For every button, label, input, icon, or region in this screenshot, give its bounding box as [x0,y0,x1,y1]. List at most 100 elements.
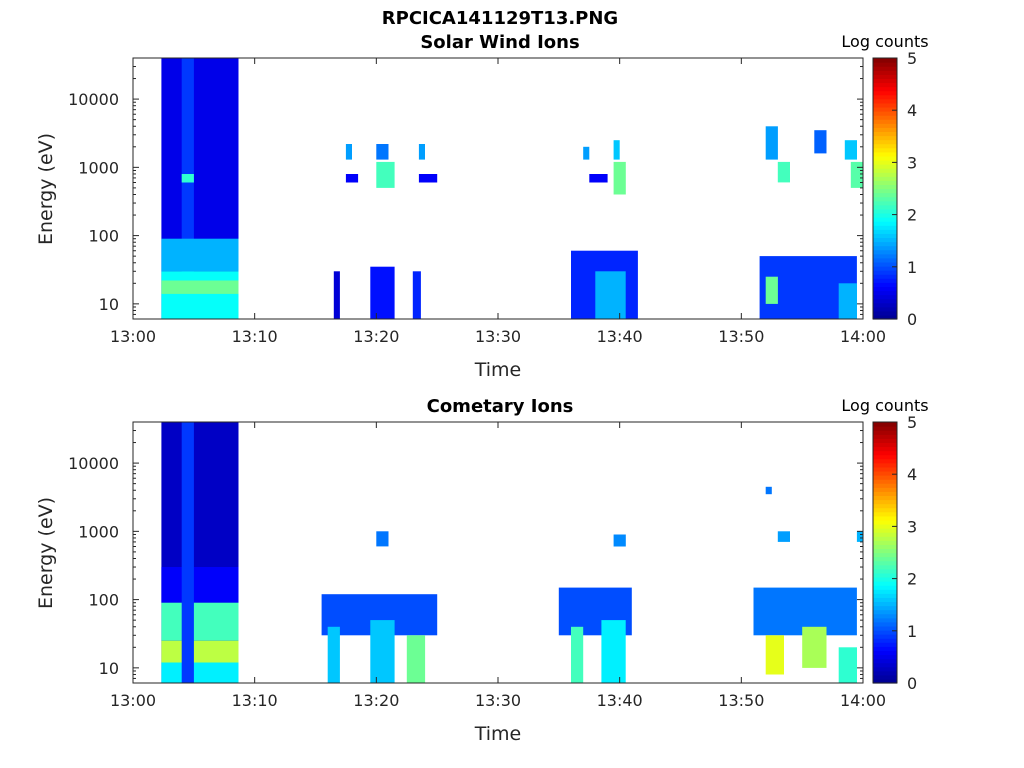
heatmap-cell [601,620,626,683]
y-tick-label: 1000 [78,158,119,177]
x-tick-label: 13:30 [475,327,521,346]
x-axis-label: Time [474,359,522,381]
colorbar-segment [873,237,897,243]
colorbar-segment [873,253,897,259]
colorbar-segment [873,674,897,680]
colorbar-segment [873,519,897,525]
colorbar-segment [873,470,897,476]
heatmap-cell [376,144,389,160]
heatmap-cell [161,567,239,603]
colorbar-tick-label: 4 [907,465,917,484]
colorbar-segment [873,278,897,283]
colorbar-segment [873,544,897,550]
colorbar-segment [873,102,897,108]
colorbar-segment [873,212,897,218]
colorbar-segment [873,650,897,656]
colorbar-segment [873,90,897,96]
colorbar-segment [873,196,897,202]
colorbar-segment [873,430,897,435]
colorbar-segment [873,450,897,456]
colorbar-segment [873,634,897,639]
x-ticks: 13:00 13:10 13:20 13:30 13:40 13:50 14:00 [110,422,886,710]
heatmap-cell [406,635,426,683]
x-tick-label: 13:30 [475,691,521,710]
y-tick-label: 10 [99,659,119,678]
colorbar-segment [873,629,897,635]
colorbar-tick-label: 5 [907,413,917,432]
y-tick-label: 10 [99,295,119,314]
plot-area [133,422,863,683]
colorbar-tick-label: 0 [907,674,917,693]
colorbar-segment [873,314,897,320]
colorbar-tick-label: 5 [907,49,917,68]
x-tick-label: 14:00 [840,327,886,346]
colorbar-segment [873,499,897,505]
colorbar-segment [873,298,897,304]
colorbar-segment [873,208,897,214]
colorbar-segment [873,82,897,88]
heatmap-cells [161,422,863,683]
colorbar-segment [873,581,897,586]
colorbar-segment [873,646,897,651]
colorbar-segment [873,172,897,177]
colorbar-segment [873,151,897,157]
heatmap-cell [838,647,857,683]
heatmap-cell [765,276,778,304]
colorbar-segment [873,654,897,660]
heatmap-cell [418,174,438,183]
colorbar-segment [873,670,897,676]
x-tick-label: 13:10 [232,327,278,346]
colorbar-segment [873,204,897,210]
colorbar-segment [873,180,897,186]
colorbar-segment [873,597,897,603]
colorbar-segment [873,422,897,427]
heatmap-cell [161,271,239,319]
heatmap-cell [412,271,421,319]
colorbar-segment [873,487,897,492]
colorbar-segment [873,454,897,460]
heatmap-cell [161,280,239,294]
colorbar-segment [873,426,897,431]
colorbar-tick-label: 4 [907,101,917,120]
colorbar: 0 1 2 3 4 5 [872,413,917,693]
colorbar-segment [873,233,897,239]
x-tick-label: 13:40 [597,327,643,346]
colorbar-segment [873,536,897,541]
heatmap-cell [345,144,352,160]
colorbar-segment [873,617,897,623]
colorbar-segment [873,123,897,128]
colorbar-segment [873,164,897,169]
colorbar-segment [873,306,897,312]
colorbar-segment [873,261,897,267]
colorbar-segment [873,86,897,92]
colorbar-segment [873,479,897,484]
colorbar-segment [873,621,897,627]
solar-wind-panel: Solar Wind Ions 13:00 13:10 13:20 13:30 13:4… [35,32,929,381]
colorbar-segment [873,556,897,562]
colorbar-segment [873,131,897,137]
heatmap-cell [181,422,194,683]
colorbar-segment [873,241,897,247]
colorbar-segment [873,523,897,529]
heatmap-cell [765,635,784,675]
colorbar-tick-label: 3 [907,517,917,536]
heatmap-cell [765,486,772,495]
colorbar-segment [873,286,897,292]
colorbar-segment [873,503,897,509]
heatmap-cell [777,531,790,542]
colorbar-segment [873,74,897,79]
y-ticks: 10 100 1000 10000 [68,430,863,679]
colorbar-segment [873,662,897,668]
colorbar-segment [873,548,897,554]
x-tick-label: 13:20 [353,327,399,346]
y-tick-label: 100 [88,227,119,246]
colorbar-segment [873,613,897,619]
colorbar-segment [873,245,897,251]
heatmap-cell [161,640,239,663]
heatmap-cell [844,140,857,160]
colorbar-segment [873,184,897,190]
heatmap-cell [161,662,239,683]
colorbar-segment [873,188,897,194]
colorbar-segment [873,147,897,153]
